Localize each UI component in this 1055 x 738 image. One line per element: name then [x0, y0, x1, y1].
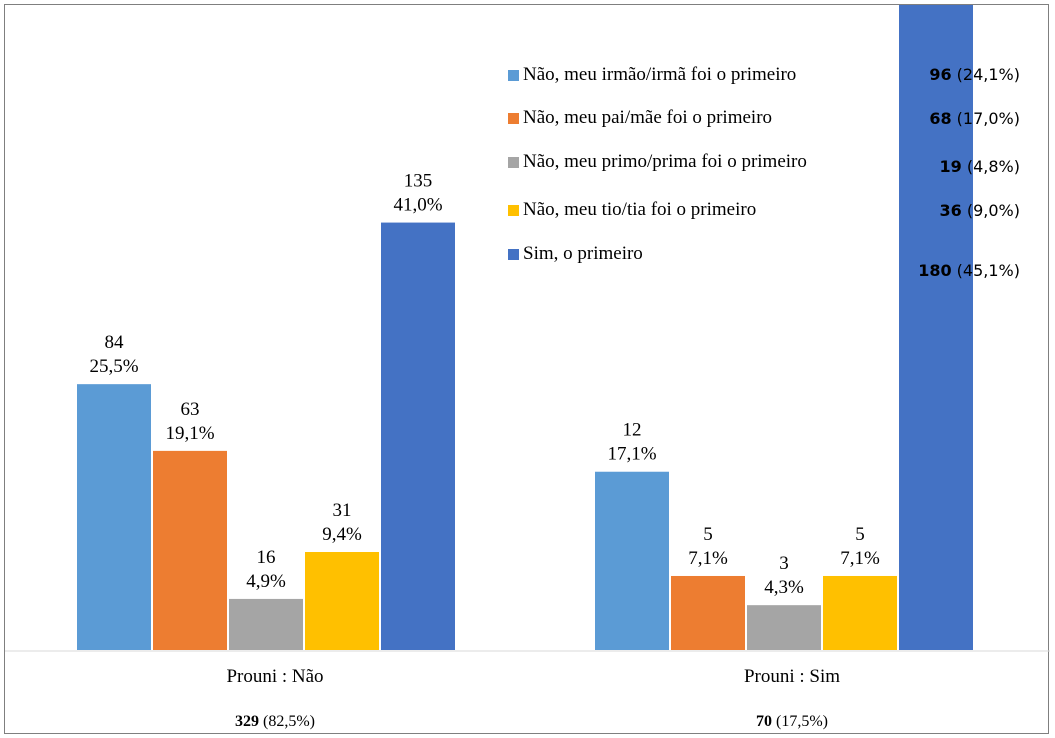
chart-frame: 84 25,5% 63 19,1% 16 4,9% 31 9,4% 135 41,0% 12 17,1… — [4, 4, 1050, 734]
legend-total-pct: (24,1%) — [951, 65, 1020, 84]
data-label-count: 84 — [105, 332, 125, 353]
legend-label: Não, meu irmão/irmã foi o primeiro — [523, 64, 797, 85]
legend-total-count: 180 — [918, 261, 952, 280]
legend-item: Não, meu primo/prima foi o primeiro — [508, 150, 807, 174]
legend-item: Não, meu tio/tia foi o primeiro — [508, 198, 756, 222]
bar — [747, 605, 821, 650]
category-total-count: 70 — [756, 713, 772, 730]
bar — [229, 598, 303, 650]
data-label-count: 5 — [855, 524, 865, 545]
data-label-count: 31 — [333, 500, 352, 521]
data-label-percent: 7,1% — [840, 548, 880, 569]
legend-swatch — [508, 112, 519, 124]
data-label-percent: 4,9% — [246, 571, 286, 592]
bar — [153, 450, 227, 650]
data-label-percent: 7,1% — [688, 548, 728, 569]
data-label-percent: 4,3% — [764, 577, 804, 598]
bar-chart: 84 25,5% 63 19,1% 16 4,9% 31 9,4% 135 41,0% 12 17,1… — [5, 5, 1050, 652]
category-total-nao: 329 (82,5%) — [125, 713, 425, 731]
legend-item: Não, meu pai/mãe foi o primeiro — [508, 106, 772, 130]
legend-item: Não, meu irmão/irmã foi o primeiro — [508, 63, 796, 87]
legend-total-pct: (45,1%) — [951, 261, 1020, 280]
data-label-percent: 17,1% — [607, 444, 656, 465]
data-label-count: 16 — [257, 547, 276, 568]
legend-label: Não, meu pai/mãe foi o primeiro — [523, 107, 773, 128]
data-label-count: 135 — [404, 171, 433, 192]
category-total-sim: 70 (17,5%) — [642, 713, 942, 731]
legend-swatch — [508, 248, 519, 260]
data-label-percent: 19,1% — [165, 423, 214, 444]
legend-label: Não, meu primo/prima foi o primeiro — [523, 151, 807, 172]
legend-total-pct: (4,8%) — [961, 157, 1020, 176]
bar — [671, 575, 745, 650]
legend-swatch — [508, 204, 519, 216]
data-label-percent: 41,0% — [393, 195, 442, 216]
legend-total-count: 68 — [929, 109, 952, 128]
bar — [305, 552, 379, 650]
legend-total-count: 19 — [939, 157, 962, 176]
category-total-pct: (82,5%) — [263, 713, 315, 730]
bar — [77, 384, 151, 650]
legend-total: 96 (24,1%) — [929, 65, 1020, 84]
data-label-percent: 25,5% — [89, 356, 138, 377]
legend-total: 19 (4,8%) — [940, 157, 1020, 176]
category-label-sim: Prouni : Sim — [743, 666, 841, 687]
legend-total-count: 36 — [939, 201, 962, 220]
data-label-count: 63 — [181, 399, 200, 420]
legend-total-count: 96 — [929, 65, 952, 84]
legend-item: Sim, o primeiro — [508, 242, 643, 266]
legend-total-pct: (17,0%) — [951, 109, 1020, 128]
legend-total: 180 (45,1%) — [918, 261, 1020, 280]
data-label-count: 5 — [703, 524, 713, 545]
bar — [823, 575, 897, 650]
data-label-percent: 9,4% — [322, 524, 362, 545]
legend-swatch — [508, 69, 519, 81]
data-label-count: 12 — [623, 420, 642, 441]
category-total-count: 329 — [235, 713, 259, 730]
legend-total: 68 (17,0%) — [929, 109, 1020, 128]
bar — [899, 5, 973, 651]
bar — [381, 222, 455, 650]
category-total-pct: (17,5%) — [776, 713, 828, 730]
bar — [595, 471, 669, 650]
legend-label: Sim, o primeiro — [523, 243, 643, 264]
data-label-count: 3 — [779, 553, 789, 574]
legend-total-pct: (9,0%) — [961, 201, 1020, 220]
category-label-nao: Prouni : Não — [226, 666, 324, 687]
legend-total: 36 (9,0%) — [940, 201, 1020, 220]
legend-label: Não, meu tio/tia foi o primeiro — [523, 199, 757, 220]
legend-swatch — [508, 156, 519, 168]
